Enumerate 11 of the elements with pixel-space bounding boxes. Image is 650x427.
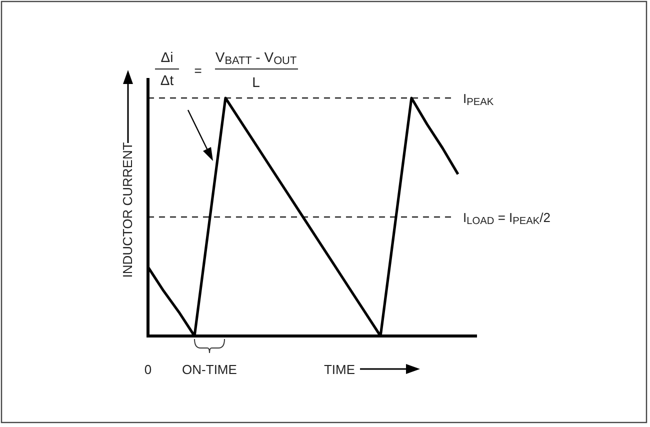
- text: L: [252, 74, 260, 90]
- x-axis-title: TIME: [324, 362, 356, 377]
- text: 0: [144, 362, 152, 377]
- text: ON-TIME: [182, 362, 238, 377]
- text: =: [194, 63, 202, 78]
- ref-line-label: I$_{LOAD}$ = I$_{PEAK}$/2: [463, 210, 550, 227]
- text: V$_{BATT}$ - V$_{OUT}$: [215, 49, 297, 67]
- ref-line-label: I$_{PEAK}$: [463, 91, 494, 108]
- text: Δt: [160, 72, 174, 88]
- y-axis-title: INDUCTOR CURRENT: [120, 142, 135, 278]
- text: Δi: [160, 49, 174, 65]
